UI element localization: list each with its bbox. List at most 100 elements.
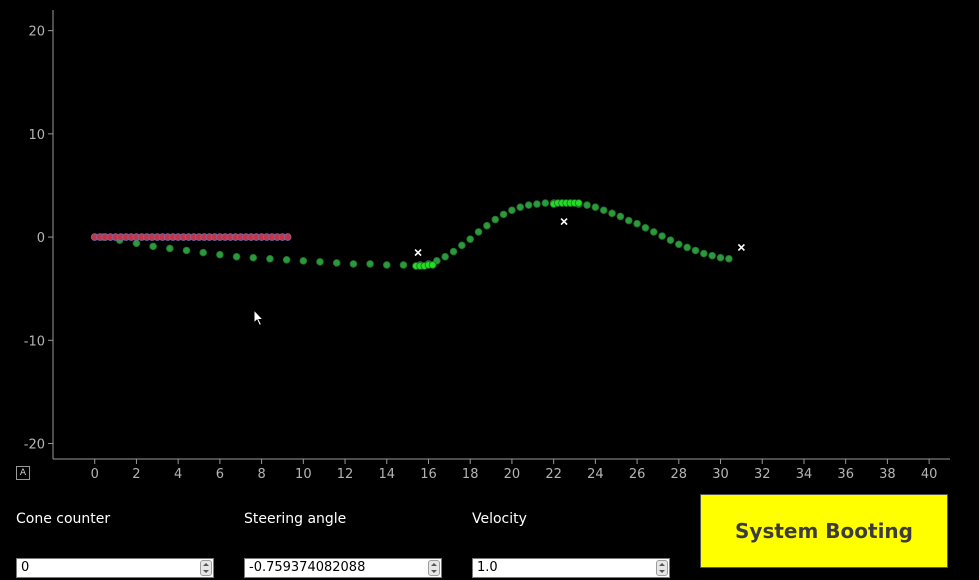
x-tick-label: 40: [921, 467, 938, 482]
velocity-value[interactable]: 1.0: [477, 560, 498, 575]
data-point: [332, 259, 341, 267]
data-point: [491, 215, 500, 224]
x-tick-label: 4: [174, 467, 182, 482]
data-point: [182, 246, 191, 255]
data-point: [683, 243, 691, 252]
cone-counter-stepper-icon[interactable]: [200, 560, 212, 576]
data-point: [716, 253, 725, 262]
x-tick-label: 6: [216, 467, 224, 482]
x-tick-label: 8: [257, 467, 265, 482]
data-point: [574, 199, 583, 207]
x-tick-label: 26: [629, 467, 646, 482]
system-status-text: System Booting: [735, 519, 913, 543]
data-point: [283, 233, 292, 241]
steering-angle-stepper-icon[interactable]: [428, 560, 440, 576]
system-status-box: System Booting: [700, 494, 948, 568]
data-point: [508, 206, 516, 215]
data-point: [708, 251, 716, 260]
auto-scale-button[interactable]: A: [16, 466, 30, 480]
velocity-label: Velocity: [472, 511, 527, 527]
x-tick-label: 28: [671, 467, 688, 482]
cone-counter-spinbox[interactable]: 0: [16, 558, 214, 578]
y-tick-label: 10: [28, 128, 45, 143]
data-point: [691, 246, 700, 255]
x-tick-label: 24: [587, 467, 604, 482]
x-tick-label: 36: [837, 467, 854, 482]
data-point: [316, 258, 324, 266]
data-point: [466, 235, 475, 243]
data-point: [591, 203, 600, 211]
data-point: [608, 209, 616, 218]
x-tick-label: 12: [337, 467, 354, 482]
data-point: [499, 210, 508, 219]
cone-counter-value[interactable]: 0: [21, 560, 30, 575]
data-point: [700, 249, 708, 258]
data-point: [666, 236, 675, 244]
data-point: [524, 201, 533, 209]
data-point: [449, 247, 458, 256]
data-point: [599, 206, 608, 215]
series-3: [414, 218, 745, 257]
y-tick-label: -20: [24, 438, 45, 453]
data-point: [533, 200, 541, 208]
data-point: [366, 260, 374, 268]
x-tick-label: 20: [504, 467, 521, 482]
plot-marks: [90, 199, 745, 270]
data-point: [166, 244, 174, 253]
data-point: [616, 212, 625, 221]
y-tick-label: -10: [24, 334, 45, 349]
cone-counter-label: Cone counter: [16, 511, 111, 527]
steering-angle-value[interactable]: -0.759374082088: [249, 560, 366, 575]
data-point: [428, 261, 437, 269]
x-tick-label: 18: [462, 467, 479, 482]
waypoint-marker: [737, 243, 745, 251]
y-tick-label: 20: [28, 25, 45, 40]
data-point: [199, 248, 207, 257]
plot-ticks: 0 2 4 6 8 10 12 14 16 18 20 22 24 26 28 30 32 34 36 38 40201…: [24, 25, 938, 482]
x-tick-label: 0: [91, 467, 99, 482]
x-tick-label: 2: [132, 467, 140, 482]
data-point: [441, 252, 449, 261]
data-point: [299, 257, 308, 265]
steering-angle-label: Steering angle: [244, 511, 347, 527]
data-point: [583, 201, 591, 209]
x-tick-label: 32: [754, 467, 771, 482]
data-point: [658, 232, 666, 240]
data-point: [249, 253, 258, 262]
scatter-plot[interactable]: 0 2 4 6 8 10 12 14 16 18 20 22 24 26 28 30 32 34 36 38 40201…: [0, 0, 979, 490]
mouse-cursor-icon: [253, 309, 265, 327]
data-point: [149, 242, 157, 251]
data-point: [282, 255, 291, 264]
data-point: [216, 250, 224, 259]
x-tick-label: 10: [295, 467, 312, 482]
velocity-stepper-icon[interactable]: [656, 560, 668, 576]
data-point: [232, 252, 241, 261]
data-point: [483, 221, 491, 230]
data-point: [399, 261, 408, 269]
x-tick-label: 22: [545, 467, 562, 482]
data-point: [266, 254, 274, 263]
x-tick-label: 30: [712, 467, 729, 482]
data-point: [474, 228, 483, 236]
data-point: [624, 216, 633, 225]
data-point: [675, 240, 683, 249]
series-1: [412, 199, 583, 270]
data-point: [132, 239, 141, 248]
x-tick-label: 14: [378, 467, 395, 482]
series-0: [99, 199, 733, 269]
waypoint-marker: [560, 218, 568, 226]
data-point: [382, 261, 391, 269]
steering-angle-spinbox[interactable]: -0.759374082088: [244, 558, 442, 578]
x-tick-label: 38: [879, 467, 896, 482]
x-tick-label: 34: [796, 467, 813, 482]
y-tick-label: 0: [37, 231, 45, 246]
data-point: [725, 254, 733, 263]
data-point: [641, 223, 650, 232]
series-2: [90, 233, 292, 241]
data-point: [349, 260, 358, 268]
data-point: [633, 219, 641, 228]
data-point: [649, 228, 658, 236]
x-tick-label: 16: [420, 467, 437, 482]
velocity-spinbox[interactable]: 1.0: [472, 558, 670, 578]
waypoint-marker: [414, 248, 422, 257]
